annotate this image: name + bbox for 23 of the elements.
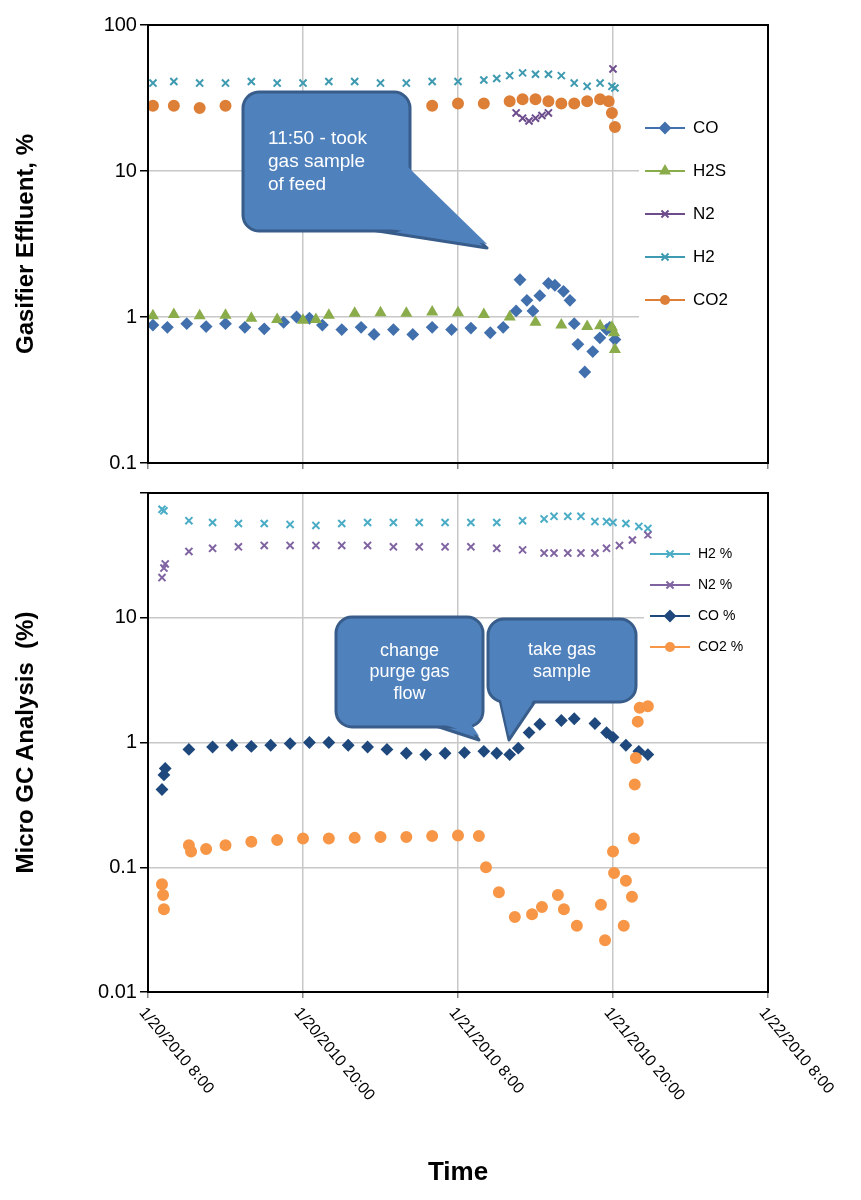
- annotation: take gas sample: [526, 638, 597, 683]
- legend-label: CO2: [693, 289, 728, 309]
- legend-label: CO2 %: [698, 637, 744, 654]
- y-tick-label: 10: [114, 605, 137, 628]
- y-tick-label: 0.1: [109, 450, 137, 473]
- y-tick-label: 0.01: [98, 979, 137, 1002]
- annotation: 11:50 - took gas sample of feed: [268, 127, 368, 196]
- annotation: change purge gas flow: [368, 639, 451, 705]
- y-tick-label: 1: [125, 730, 137, 753]
- y-axis-title: Gasifier Effluent, %: [11, 133, 39, 355]
- legend-label: CO: [693, 117, 719, 137]
- legend-label: H2 %: [698, 544, 733, 561]
- x-axis-title: Time: [427, 1155, 489, 1186]
- legend-label: N2: [693, 203, 715, 223]
- y-tick-label: 0.1: [109, 854, 137, 877]
- y-tick-label: 10: [114, 158, 137, 181]
- y-axis-title: Micro GC Analysis (%): [11, 611, 39, 874]
- legend-label: H2: [693, 246, 715, 266]
- legend-label: CO %: [698, 606, 736, 623]
- y-tick-label: 1: [125, 304, 137, 327]
- legend-label: H2S: [693, 160, 727, 180]
- legend-label: N2 %: [698, 575, 733, 592]
- y-tick-label: 100: [103, 12, 137, 35]
